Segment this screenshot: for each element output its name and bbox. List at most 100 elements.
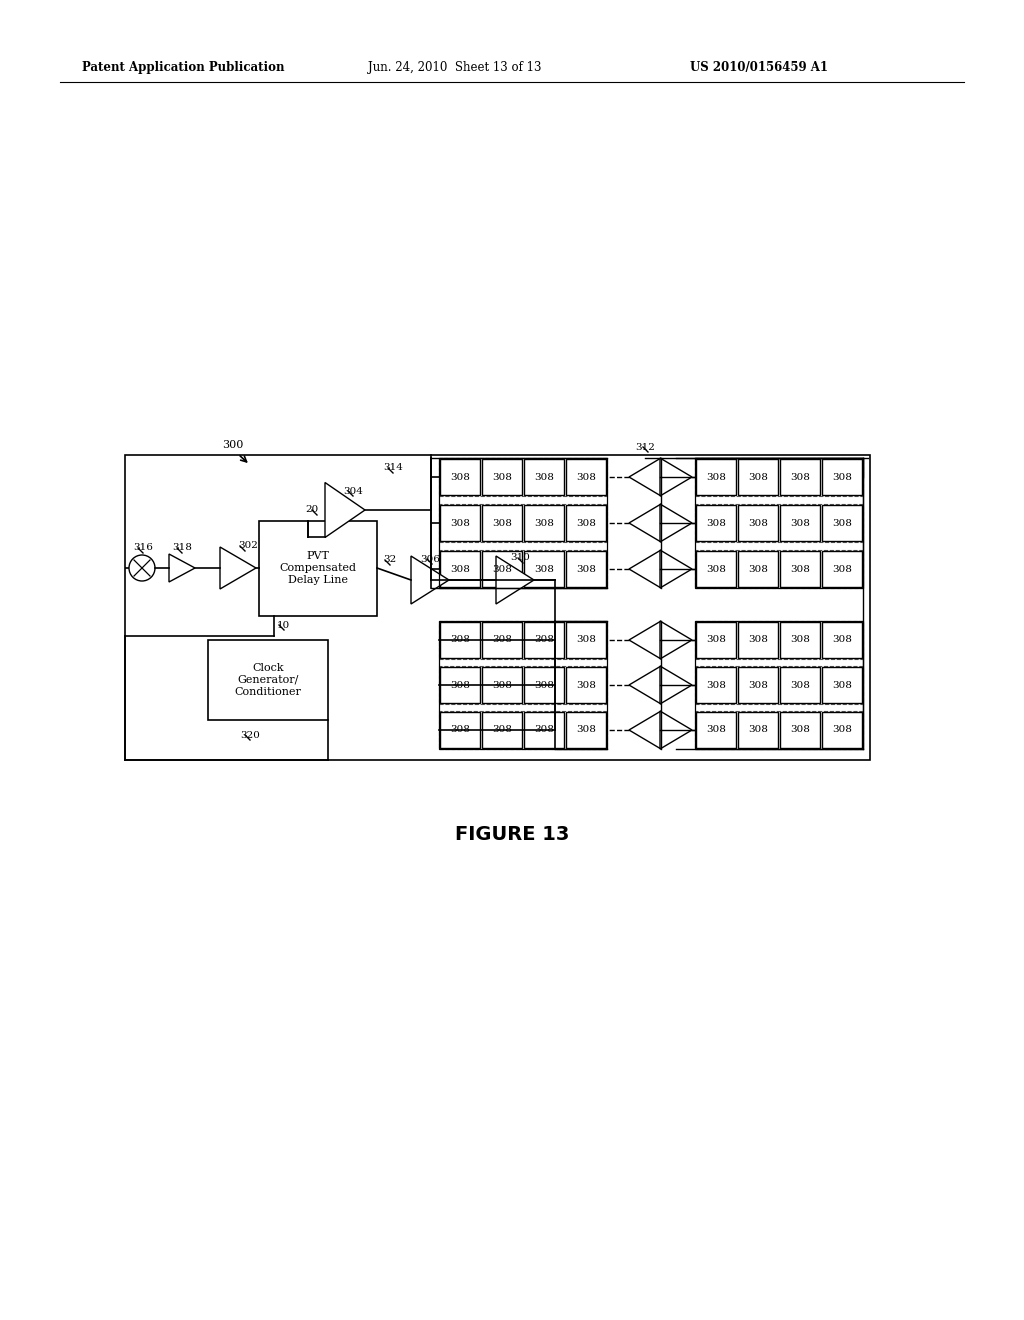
Bar [524,550,564,587]
Text: 308: 308 [535,473,554,482]
Bar [780,711,820,748]
Text: 308: 308 [833,681,852,689]
Text: 308: 308 [749,519,768,528]
Bar [482,667,522,704]
Bar [738,622,778,657]
Polygon shape [660,711,692,748]
Text: 308: 308 [577,565,596,573]
Bar [259,520,377,615]
Text: 20: 20 [305,506,318,515]
Text: 308: 308 [577,681,596,689]
Bar [524,711,564,748]
Text: 308: 308 [535,635,554,644]
Text: 308: 308 [791,635,810,644]
Polygon shape [660,458,692,496]
Text: 308: 308 [577,473,596,482]
Bar [738,711,778,748]
Bar [695,504,863,543]
Bar [566,459,606,495]
Text: 308: 308 [749,726,768,734]
Polygon shape [660,550,692,587]
Text: 308: 308 [451,726,470,734]
Bar [482,711,522,748]
Bar [439,620,607,659]
Bar [780,667,820,704]
Bar [695,667,863,704]
Bar [696,550,736,587]
Text: 308: 308 [707,473,726,482]
Bar [822,459,862,495]
Bar [125,455,870,760]
Polygon shape [411,556,449,605]
Text: 308: 308 [791,519,810,528]
Text: 10: 10 [278,620,290,630]
Text: 306: 306 [420,554,440,564]
Text: 314: 314 [383,463,402,473]
Bar [822,667,862,704]
Bar [566,622,606,657]
Polygon shape [629,504,662,543]
Polygon shape [325,483,365,537]
Bar [482,506,522,541]
Polygon shape [496,556,534,605]
Text: 308: 308 [535,726,554,734]
Bar [439,620,607,748]
Bar [439,458,607,496]
Bar [695,458,863,587]
Text: 308: 308 [535,681,554,689]
Text: 308: 308 [493,726,512,734]
Bar [822,622,862,657]
Text: 308: 308 [749,681,768,689]
Polygon shape [629,620,662,659]
Bar [696,506,736,541]
Bar [482,622,522,657]
Bar [566,506,606,541]
Text: 304: 304 [343,487,362,495]
Text: 308: 308 [451,565,470,573]
Bar [695,458,863,496]
Polygon shape [169,554,195,582]
Text: 316: 316 [133,544,153,553]
Text: 308: 308 [493,681,512,689]
Polygon shape [660,504,692,543]
Text: 32: 32 [383,556,396,565]
Text: 308: 308 [749,635,768,644]
Polygon shape [629,550,662,587]
Bar [780,459,820,495]
Bar [440,459,480,495]
Text: 308: 308 [493,565,512,573]
Text: 308: 308 [833,565,852,573]
Text: 308: 308 [707,519,726,528]
Text: 308: 308 [577,519,596,528]
Text: 308: 308 [535,565,554,573]
Text: 300: 300 [222,440,244,450]
Bar [822,550,862,587]
Text: FIGURE 13: FIGURE 13 [455,825,569,845]
Polygon shape [629,458,662,496]
Bar [696,711,736,748]
Bar [780,506,820,541]
Polygon shape [629,667,662,704]
Text: 308: 308 [451,473,470,482]
Bar [439,667,607,704]
Text: 318: 318 [172,544,191,553]
Bar [696,622,736,657]
Bar [738,667,778,704]
Bar [566,711,606,748]
Circle shape [129,554,155,581]
Text: 308: 308 [791,726,810,734]
Bar [695,711,863,748]
Bar [440,711,480,748]
Bar [440,622,480,657]
Bar [696,459,736,495]
Text: Clock
Generator/
Conditioner: Clock Generator/ Conditioner [234,664,301,697]
Text: 308: 308 [451,681,470,689]
Text: 308: 308 [493,635,512,644]
Text: Jun. 24, 2010  Sheet 13 of 13: Jun. 24, 2010 Sheet 13 of 13 [368,62,542,74]
Text: 308: 308 [833,635,852,644]
Text: 308: 308 [451,519,470,528]
Bar [524,667,564,704]
Bar [696,667,736,704]
Bar [822,506,862,541]
Bar [439,504,607,543]
